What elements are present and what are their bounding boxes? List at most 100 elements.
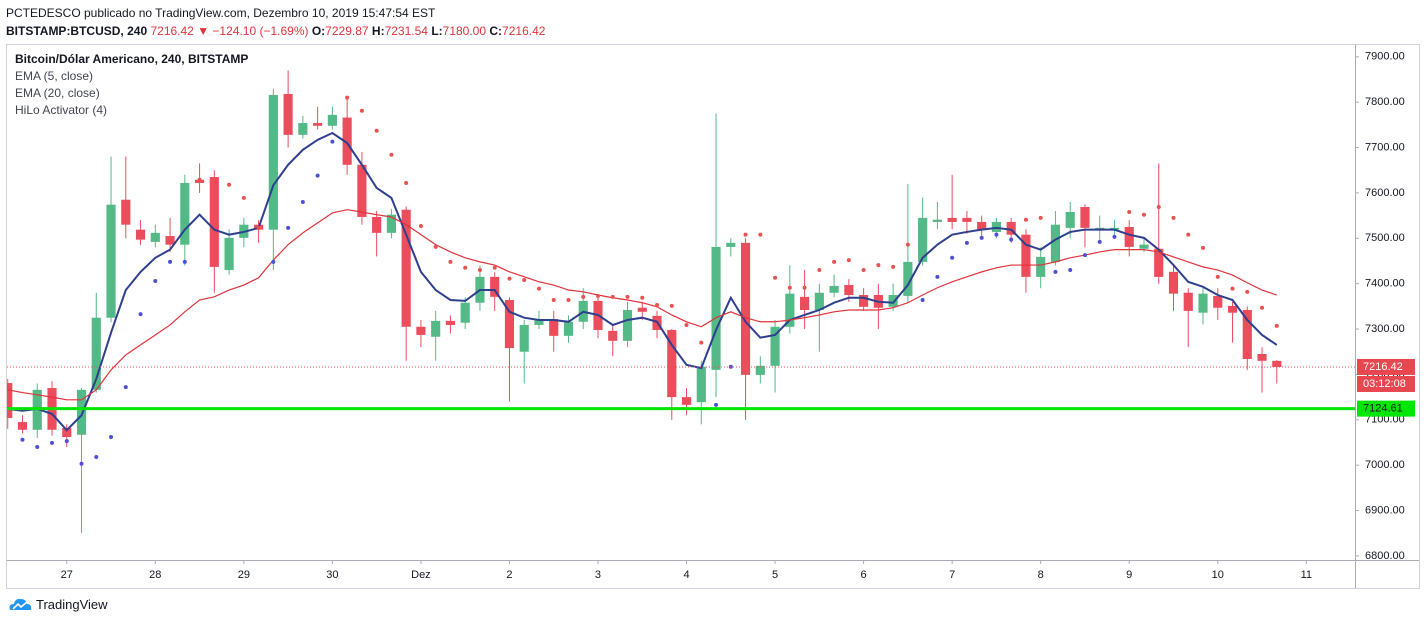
- hilo-dot: [905, 242, 910, 247]
- hilo-dot: [477, 268, 482, 273]
- candle-body: [1183, 292, 1193, 311]
- y-tick-label: 7700.00: [1365, 141, 1405, 153]
- candle-body: [460, 302, 470, 323]
- candle-body: [740, 242, 751, 375]
- candle-body: [1080, 206, 1090, 228]
- candle-body: [445, 320, 456, 325]
- legend-entry: EMA (20, close): [15, 86, 100, 100]
- quote-line: BITSTAMP:BTCUSD, 240 7216.42 ▼ −124.10 (…: [6, 22, 545, 40]
- candle-body: [313, 123, 323, 126]
- candle-body: [1272, 360, 1282, 367]
- hilo-dot: [286, 225, 291, 230]
- hilo-dot: [345, 95, 350, 100]
- candle-body: [932, 219, 942, 222]
- candle-body: [726, 242, 736, 247]
- brand: TradingView: [36, 596, 108, 612]
- indicator-line: [7, 209, 1277, 401]
- countdown-box: [1357, 375, 1415, 392]
- hilo-dot: [1141, 212, 1146, 217]
- candle-body: [1242, 309, 1252, 359]
- candle-body: [298, 123, 308, 135]
- candle-body: [357, 164, 367, 217]
- hilo-dot: [861, 268, 866, 273]
- candle-body: [1198, 293, 1208, 313]
- hilo-dot: [1009, 237, 1014, 242]
- hilo-dot: [817, 268, 822, 273]
- hilo-dot: [669, 303, 674, 308]
- last-price-label: 7216.42: [1363, 361, 1403, 373]
- x-tick-label: 9: [1126, 569, 1132, 581]
- candle-body: [549, 319, 559, 336]
- hilo-dot: [595, 293, 600, 298]
- hilo-dot: [418, 224, 423, 229]
- hilo-dot: [404, 180, 409, 185]
- hilo-dot: [610, 294, 615, 299]
- hilo-dot: [581, 294, 586, 299]
- candle-body: [1065, 211, 1075, 228]
- candle-body: [859, 295, 869, 307]
- level-label: 7124.61: [1363, 403, 1403, 415]
- hilo-dot: [699, 340, 704, 345]
- hilo-dot: [50, 440, 55, 445]
- y-tick-label: 7600.00: [1365, 187, 1405, 199]
- hilo-dot: [138, 312, 143, 317]
- hilo-dot: [1038, 215, 1043, 220]
- hilo-dot: [197, 177, 202, 182]
- candle-body: [1006, 221, 1016, 235]
- hilo-dot: [448, 259, 453, 264]
- hilo-dot: [758, 232, 763, 237]
- x-tick-label: 4: [683, 569, 689, 581]
- x-tick-label: 2: [506, 569, 512, 581]
- footer: TradingView: [8, 596, 108, 612]
- hilo-dot: [212, 177, 217, 182]
- candle-body: [563, 321, 574, 336]
- candle-body: [903, 261, 913, 296]
- x-tick-label: 8: [1038, 569, 1044, 581]
- candle-body: [814, 292, 824, 310]
- hilo-dot: [241, 195, 246, 200]
- x-tick-label: 11: [1301, 569, 1312, 581]
- hilo-dot: [536, 286, 541, 291]
- x-tick-label: 7: [949, 569, 955, 581]
- candle-body: [150, 232, 160, 242]
- y-tick-label: 7500.00: [1365, 232, 1405, 244]
- candle-body: [342, 117, 352, 165]
- hilo-dot: [832, 259, 837, 264]
- candle-body: [1168, 271, 1179, 294]
- hilo-dot: [743, 232, 748, 237]
- hilo-dot: [1068, 268, 1073, 273]
- l-value: 7180.00: [442, 24, 487, 38]
- hilo-dot: [168, 259, 173, 264]
- change: ▼ −124.10 (−1.69%): [197, 24, 309, 38]
- hilo-dot: [566, 298, 571, 303]
- y-tick-label: 7300.00: [1365, 323, 1405, 335]
- hilo-dot: [920, 298, 925, 303]
- legend: EMA (5, close) EMA (20, close) HiLo Activa…: [15, 69, 107, 117]
- candle-body: [7, 383, 13, 418]
- candle-body: [91, 317, 101, 390]
- last-price: 7216.42: [150, 24, 194, 38]
- hilo-dot: [94, 455, 99, 459]
- candle-body: [431, 320, 441, 337]
- hilo-dot: [79, 461, 84, 466]
- candle-body: [637, 307, 647, 312]
- level-box: [1357, 400, 1415, 417]
- hilo-dot: [1274, 323, 1279, 328]
- o-value: 7229.87: [325, 24, 369, 38]
- candle-body: [696, 366, 706, 403]
- hilo-dot: [1230, 286, 1235, 291]
- hilo-dot: [964, 240, 969, 245]
- hilo-dot: [330, 139, 335, 144]
- hilo-dot: [1201, 245, 1206, 250]
- hilo-dot: [1156, 204, 1161, 209]
- h-label: H:: [371, 24, 385, 38]
- hilo-dot: [463, 265, 468, 270]
- axes: 6800.006900.007000.007100.007200.007300.…: [61, 51, 1415, 581]
- candle-body: [1124, 226, 1134, 247]
- candle-body: [416, 326, 426, 335]
- candle-body: [534, 319, 544, 325]
- hilo-dot: [20, 437, 25, 442]
- hilo-dot: [359, 108, 364, 113]
- hilo-dot: [714, 402, 719, 407]
- candle-body: [1257, 354, 1267, 361]
